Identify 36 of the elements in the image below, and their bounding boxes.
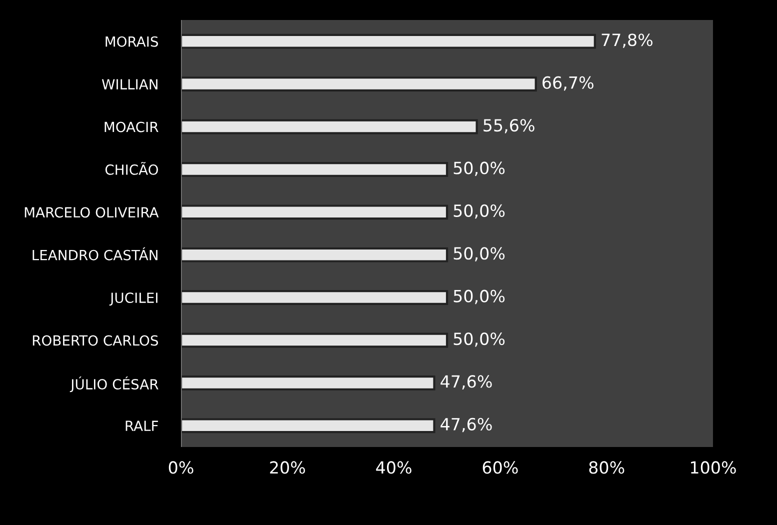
bar bbox=[181, 204, 448, 220]
bar bbox=[181, 418, 436, 434]
x-tick-label: 100% bbox=[691, 461, 736, 474]
bar bbox=[181, 76, 537, 92]
x-tick-label: 0% bbox=[168, 461, 194, 474]
data-label: 50,0% bbox=[454, 290, 505, 304]
bar bbox=[181, 162, 448, 177]
data-label: 50,0% bbox=[454, 162, 505, 176]
bar bbox=[181, 247, 448, 262]
bar bbox=[181, 332, 448, 348]
data-label: 47,6% bbox=[440, 418, 492, 432]
data-label: 50,0% bbox=[454, 247, 505, 262]
y-tick-label: LEANDRO CASTÁN bbox=[32, 247, 158, 260]
x-tick-label: 60% bbox=[482, 461, 518, 474]
bar bbox=[181, 290, 448, 305]
y-tick-label: WILLIAN bbox=[102, 79, 158, 90]
y-tick-label: JUCILEI bbox=[109, 292, 158, 306]
data-label: 66,7% bbox=[542, 76, 594, 91]
bar bbox=[181, 34, 596, 49]
y-tick-label: JÚLIO CÉSAR bbox=[70, 376, 158, 392]
y-tick-label: MORAIS bbox=[106, 36, 158, 47]
y-tick-label: CHICÃO bbox=[105, 162, 158, 175]
y-tick-label: RALF bbox=[126, 420, 158, 431]
data-label: 50,0% bbox=[454, 204, 505, 219]
x-tick-label: 40% bbox=[376, 461, 412, 474]
data-label: 55,6% bbox=[484, 118, 534, 134]
y-tick-label: MARCELO OLIVEIRA bbox=[24, 207, 159, 218]
bar bbox=[181, 376, 436, 390]
y-tick-label: MOACIR bbox=[104, 122, 158, 132]
data-label: 50,0% bbox=[454, 332, 505, 347]
bar bbox=[181, 119, 478, 134]
data-label: 77,8% bbox=[602, 34, 652, 48]
x-tick-label: 80% bbox=[589, 461, 624, 474]
y-tick-label: ROBERTO CARLOS bbox=[32, 335, 158, 346]
x-tick-label: 20% bbox=[270, 461, 305, 474]
data-label: 47,6% bbox=[440, 375, 492, 390]
